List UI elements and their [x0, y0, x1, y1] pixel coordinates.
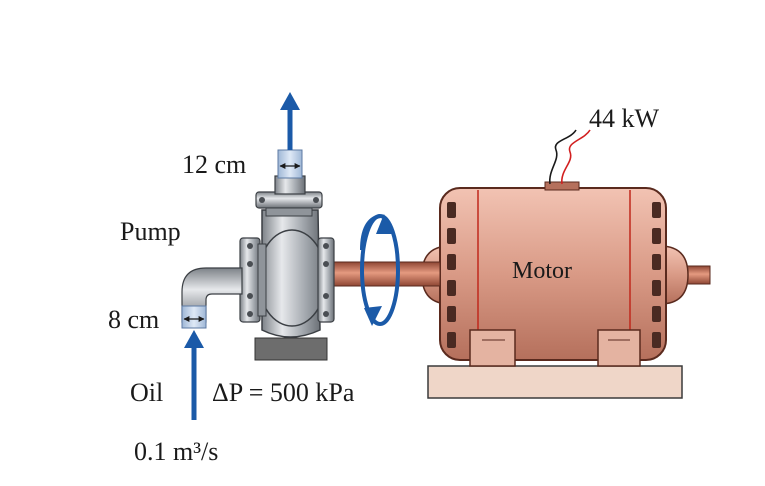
pump: [181, 149, 335, 361]
shaft: [324, 261, 441, 287]
motor-label: Motor: [512, 258, 572, 284]
power-label: 44 kW: [589, 104, 660, 133]
inlet-diameter-label: 8 cm: [108, 305, 159, 334]
fluid-label: Oil: [130, 378, 163, 407]
power-wires: [549, 129, 591, 185]
flow-rate-label: 0.1 m³/s: [134, 437, 218, 466]
outlet-diameter-label: 12 cm: [182, 150, 246, 179]
motor: [421, 181, 711, 367]
outlet-flow-arrow: [280, 92, 300, 150]
pressure-rise-label: ΔP = 500 kPa: [212, 378, 355, 407]
rotation-arrow-front: [360, 214, 381, 251]
motor-base-plate: [427, 365, 683, 399]
inlet-flow-arrow: [184, 330, 204, 420]
pump-label: Pump: [120, 217, 181, 246]
